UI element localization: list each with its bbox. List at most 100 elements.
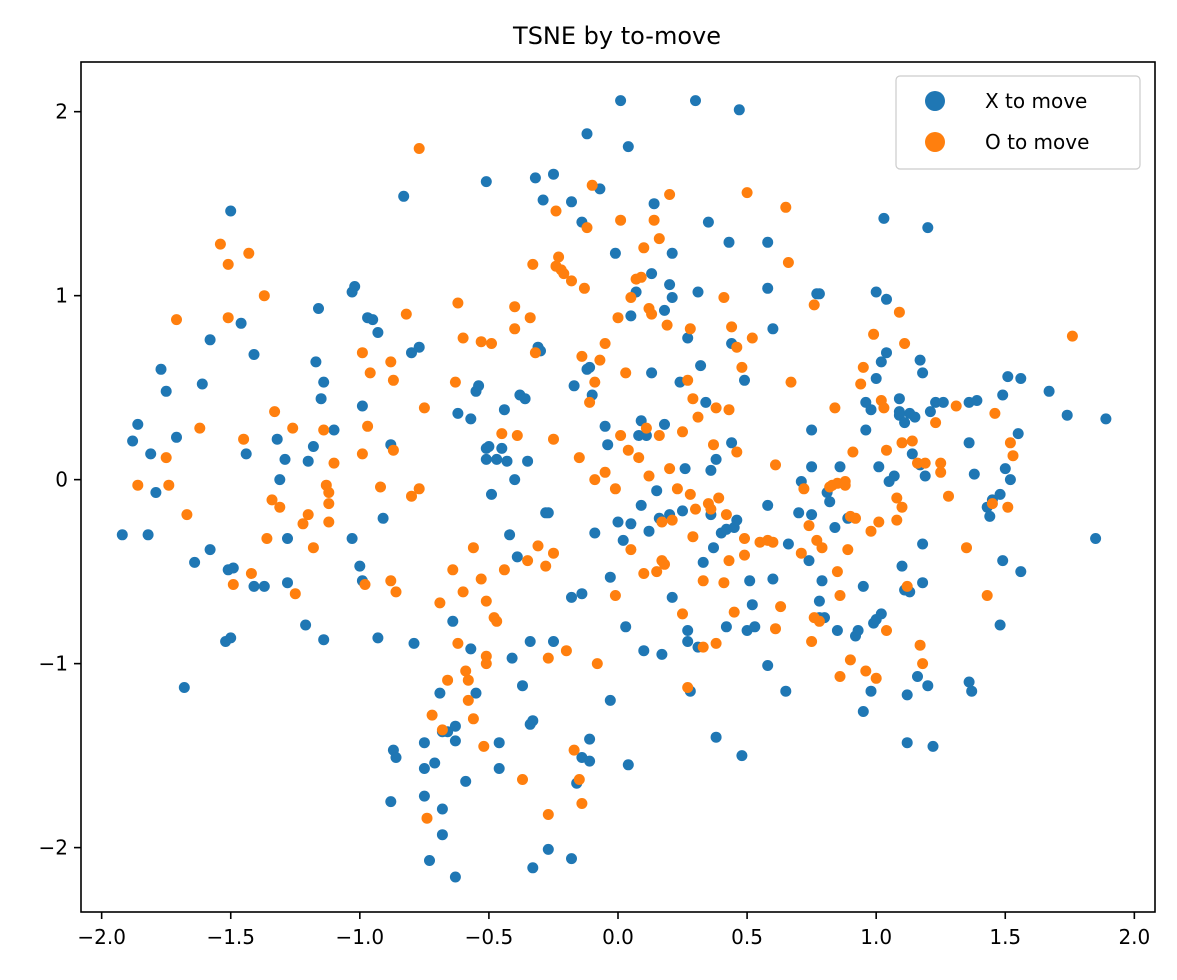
- point-x-to-move-63: [436, 829, 448, 841]
- point-x-to-move-36: [318, 634, 330, 646]
- x-tick-label: 1.0: [860, 925, 892, 949]
- point-x-to-move-73: [465, 413, 477, 425]
- point-o-to-move-53: [452, 637, 464, 649]
- x-tick-label: −1.5: [206, 925, 255, 949]
- point-x-to-move-171: [700, 396, 712, 408]
- x-tick-label: 0.5: [731, 925, 763, 949]
- point-o-to-move-164: [731, 341, 743, 353]
- point-x-to-move-229: [870, 373, 882, 384]
- point-x-to-move-166: [690, 95, 701, 107]
- point-x-to-move-163: [682, 625, 694, 636]
- point-o-to-move-38: [385, 575, 397, 587]
- point-x-to-move-21: [248, 349, 260, 360]
- point-x-to-move-157: [666, 292, 678, 303]
- x-tick-label: −0.5: [465, 925, 514, 949]
- point-o-to-move-66: [480, 595, 492, 607]
- point-x-to-move-84: [493, 737, 505, 749]
- point-o-to-move-159: [723, 555, 735, 567]
- point-x-to-move-23: [258, 580, 270, 592]
- point-x-to-move-276: [997, 389, 1009, 401]
- point-x-to-move-152: [659, 304, 670, 316]
- point-x-to-move-181: [723, 236, 735, 248]
- point-o-to-move-93: [568, 744, 580, 756]
- point-o-to-move-231: [981, 590, 993, 601]
- point-x-to-move-183: [726, 437, 738, 449]
- point-o-to-move-86: [550, 205, 562, 217]
- point-o-to-move-144: [687, 393, 699, 405]
- point-x-to-move-35: [318, 376, 330, 388]
- point-x-to-move-194: [762, 282, 774, 294]
- point-x-to-move-223: [860, 424, 872, 436]
- point-o-to-move-71: [498, 564, 510, 576]
- point-o-to-move-55: [457, 586, 469, 598]
- point-x-to-move-94: [517, 680, 528, 692]
- point-o-to-move-216: [896, 437, 908, 449]
- legend-box: [895, 75, 1141, 170]
- point-o-to-move-215: [893, 306, 905, 318]
- point-x-to-move-59: [418, 790, 430, 802]
- point-x-to-move-54: [406, 347, 417, 359]
- point-o-to-move-192: [831, 566, 843, 578]
- point-o-to-move-142: [684, 323, 696, 335]
- point-x-to-move-268: [968, 468, 980, 480]
- x-tick-label: 2.0: [1118, 925, 1150, 949]
- point-o-to-move-108: [609, 483, 621, 495]
- point-o-to-move-115: [625, 292, 637, 303]
- point-x-to-move-271: [984, 510, 996, 522]
- point-x-to-move-86: [496, 442, 508, 454]
- point-x-to-move-160: [677, 505, 688, 517]
- point-o-to-move-168: [741, 187, 753, 199]
- point-o-to-move-155: [713, 492, 725, 504]
- point-o-to-move-51: [449, 376, 461, 388]
- point-x-to-move-242: [896, 560, 908, 572]
- point-o-to-move-61: [475, 336, 487, 348]
- point-o-to-move-92: [566, 275, 577, 287]
- point-x-to-move-170: [697, 556, 709, 568]
- point-x-to-move-107: [542, 843, 554, 855]
- point-x-to-move-232: [875, 356, 887, 368]
- point-o-to-move-106: [599, 338, 611, 349]
- point-x-to-move-109: [548, 636, 559, 647]
- point-o-to-move-226: [935, 466, 947, 478]
- point-o-to-move-200: [847, 446, 859, 458]
- point-x-to-move-69: [449, 735, 461, 747]
- point-o-to-move-69: [491, 615, 503, 627]
- point-x-to-move-135: [622, 141, 634, 153]
- point-x-to-move-78: [480, 176, 492, 188]
- point-o-to-move-120: [638, 242, 650, 254]
- y-tick-label: 1: [55, 284, 68, 308]
- point-o-to-move-228: [943, 490, 954, 502]
- point-x-to-move-208: [813, 595, 825, 607]
- point-o-to-move-31: [359, 579, 371, 590]
- point-o-to-move-145: [687, 531, 699, 543]
- point-x-to-move-7: [160, 385, 172, 397]
- point-x-to-move-122: [584, 755, 596, 767]
- point-o-to-move-208: [873, 516, 885, 528]
- point-o-to-move-177: [782, 257, 794, 268]
- point-x-to-move-4: [145, 448, 157, 460]
- point-x-to-move-243: [899, 417, 911, 429]
- point-x-to-move-43: [372, 327, 384, 338]
- point-o-to-move-127: [651, 566, 663, 578]
- point-o-to-move-181: [803, 520, 815, 532]
- point-o-to-move-202: [855, 378, 867, 390]
- point-x-to-move-153: [659, 418, 670, 430]
- point-o-to-move-50: [447, 564, 459, 576]
- point-x-to-move-278: [1002, 371, 1014, 383]
- point-x-to-move-191: [746, 599, 758, 611]
- point-x-to-move-221: [857, 580, 869, 592]
- point-x-to-move-118: [581, 128, 593, 140]
- point-o-to-move-11: [243, 247, 255, 259]
- point-x-to-move-22: [248, 580, 260, 592]
- point-x-to-move-131: [612, 516, 624, 528]
- point-o-to-move-18: [287, 422, 299, 434]
- point-o-to-move-72: [509, 301, 521, 313]
- point-o-to-move-21: [302, 509, 314, 521]
- point-o-to-move-22: [307, 542, 319, 554]
- point-o-to-move-126: [648, 214, 660, 226]
- point-x-to-move-51: [390, 752, 402, 763]
- point-o-to-move-82: [542, 652, 554, 664]
- point-x-to-move-226: [865, 404, 877, 416]
- point-o-to-move-49: [442, 674, 454, 686]
- point-o-to-move-44: [418, 402, 430, 414]
